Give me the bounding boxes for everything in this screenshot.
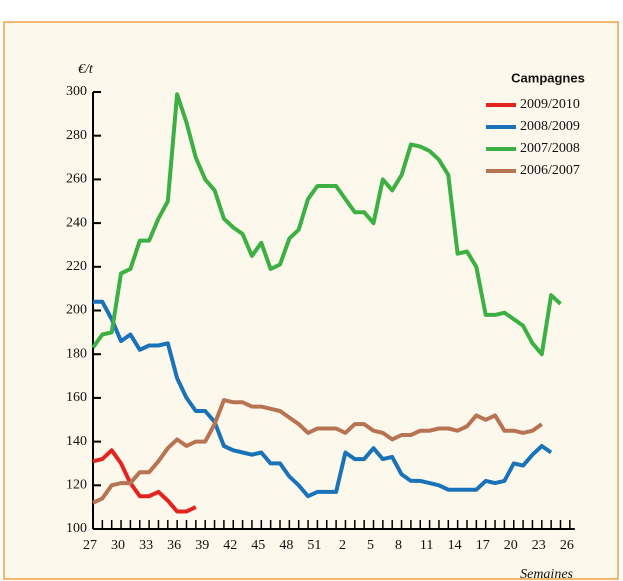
x-tick-label: 5 [367,538,374,553]
x-tick-label: 17 [476,538,490,553]
legend-label: 2009/2010 [520,97,580,112]
y-tick-label: 280 [66,128,87,143]
x-tick-label: 20 [504,538,518,553]
x-tick-label: 33 [139,538,153,553]
y-tick-label: 240 [66,215,87,230]
x-tick-label: 23 [532,538,546,553]
panel [3,21,619,580]
legend-label: 2008/2009 [520,119,580,134]
y-tick-label: 260 [66,172,87,187]
legend-label: 2007/2008 [520,141,580,156]
x-tick-label: 48 [279,538,293,553]
y-tick-label: 180 [66,346,87,361]
y-tick-label: 220 [66,259,87,274]
x-tick-label: 14 [448,538,462,553]
x-tick-label: 2 [339,538,346,553]
series-line [91,92,562,357]
x-tick-label: 8 [395,538,402,553]
series-line [92,448,197,514]
x-tick-label: 11 [420,538,433,553]
x-axis-label: Semaines [520,567,573,581]
legend-label: 2006/2007 [520,163,580,178]
x-tick-label: 36 [167,538,181,553]
series-line [92,398,543,505]
y-tick-label: 120 [66,478,87,493]
legend-title: Campagnes [511,70,585,85]
y-tick-label: 140 [66,434,87,449]
y-tick-label: 200 [66,303,87,318]
x-tick-label: 39 [195,538,209,553]
x-tick-label: 45 [251,538,265,553]
x-tick-label: 42 [223,538,237,553]
x-tick-label: 27 [83,538,97,553]
x-tick-label: 30 [111,538,125,553]
series-line [93,299,553,499]
x-tick-label: 26 [560,538,574,553]
y-tick-label: 160 [66,390,87,405]
y-axis-label: €/t [78,62,94,77]
y-tick-label: 300 [66,84,87,99]
x-tick-label: 51 [307,538,321,553]
y-tick-label: 100 [66,521,87,536]
